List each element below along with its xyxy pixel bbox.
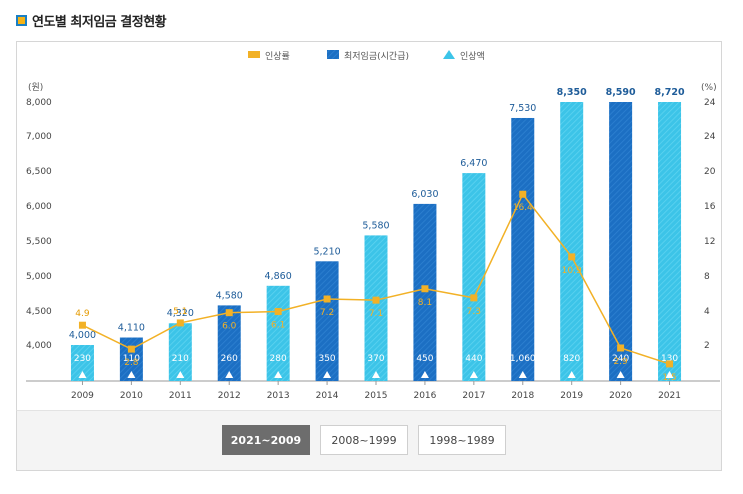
- title-square-icon: [16, 14, 27, 26]
- chart-panel: [16, 41, 722, 471]
- tab-1998-1989[interactable]: 1998~1989: [418, 425, 506, 455]
- page-header: 연도별 최저임금 결정현황: [16, 10, 167, 30]
- tab-2008-1999[interactable]: 2008~1999: [320, 425, 408, 455]
- page-title: 연도별 최저임금 결정현황: [32, 14, 167, 30]
- period-tabs: 2021~2009 2008~1999 1998~1989: [222, 425, 506, 455]
- tab-2021-2009[interactable]: 2021~2009: [222, 425, 310, 455]
